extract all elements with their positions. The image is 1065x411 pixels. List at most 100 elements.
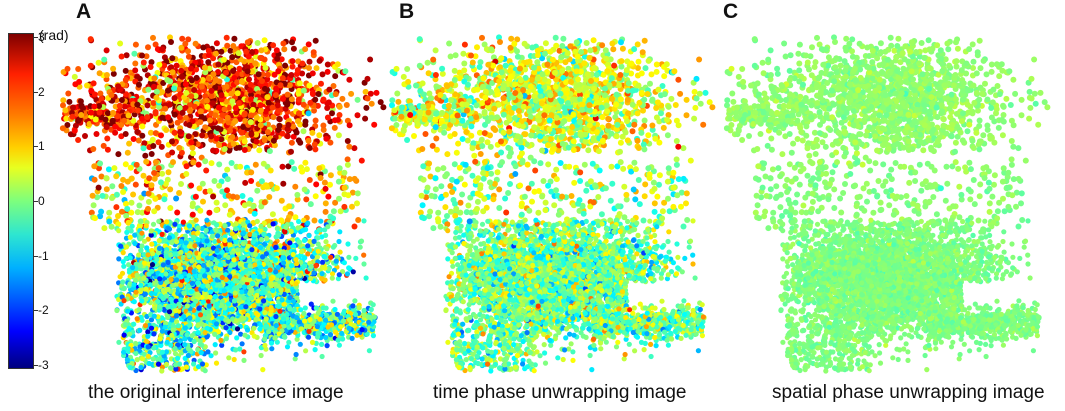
scatter-point	[251, 333, 257, 339]
scatter-point	[215, 61, 222, 68]
scatter-point	[336, 195, 342, 202]
scatter-point	[212, 342, 218, 348]
scatter-point	[138, 282, 144, 288]
scatter-point	[211, 178, 218, 184]
scatter-point	[152, 130, 159, 137]
scatter-point	[226, 147, 233, 154]
scatter-point	[362, 115, 369, 122]
scatter-point	[96, 70, 103, 77]
scatter-point	[250, 101, 257, 108]
scatter-point	[241, 357, 247, 363]
scatter-point	[84, 82, 90, 89]
scatter-point	[313, 65, 320, 72]
scatter-point	[150, 221, 157, 227]
scatter-point	[108, 223, 115, 230]
scatter-point	[262, 64, 269, 71]
scatter-point	[312, 146, 319, 153]
scatter-point	[152, 109, 159, 115]
scatter-point	[335, 116, 341, 123]
scatter-point	[306, 58, 313, 65]
scatter-point	[249, 68, 255, 75]
scatter-point	[216, 142, 222, 149]
scatter-point	[279, 75, 286, 82]
scatter-point	[278, 56, 285, 63]
scatter-point	[254, 187, 261, 194]
scatter-point	[323, 135, 330, 142]
scatter-point	[116, 228, 122, 234]
scatter-point	[131, 299, 137, 305]
scatter-point	[311, 217, 318, 224]
scatter-point	[109, 195, 115, 201]
scatter-point	[210, 147, 217, 154]
scatter-point	[140, 145, 147, 152]
scatter-point	[274, 226, 280, 232]
scatter-point	[290, 45, 297, 52]
scatter-point	[320, 126, 327, 133]
scatter-point	[257, 122, 264, 129]
scatter-point	[137, 218, 144, 225]
scatter-point	[305, 41, 312, 48]
scatter-point	[199, 180, 206, 187]
scatter-point	[174, 209, 181, 216]
scatter-point	[109, 183, 116, 190]
scatter-point	[140, 172, 147, 179]
scatter-point	[255, 71, 262, 78]
scatter-point	[309, 70, 316, 77]
scatter-point	[89, 192, 96, 199]
scatter-point	[185, 48, 191, 55]
scatter-point	[192, 131, 199, 138]
scatter-point	[185, 133, 192, 140]
scatter-point	[269, 104, 276, 111]
scatter-point	[178, 67, 185, 74]
scatter-point	[354, 96, 361, 103]
scatter-point	[188, 77, 195, 84]
scatter-point	[302, 46, 309, 53]
colorbar-tick-label: -2	[38, 303, 49, 318]
scatter-point	[152, 41, 159, 48]
scatter-point	[270, 114, 277, 121]
scatter-point	[351, 145, 358, 152]
scatter-point	[158, 132, 164, 139]
scatter-point	[282, 62, 289, 69]
scatter-point	[329, 275, 335, 281]
scatter-point	[346, 176, 353, 183]
scatter-point	[205, 59, 212, 66]
colorbar-tick-mark	[34, 255, 38, 257]
scatter-point	[130, 136, 137, 142]
scatter-point	[288, 228, 294, 235]
scatter-point	[150, 34, 156, 41]
scatter-point	[344, 271, 351, 277]
scatter-point	[91, 91, 98, 98]
scatter-point	[188, 139, 195, 146]
scatter-point	[233, 109, 240, 116]
scatter-point	[257, 102, 264, 109]
scatter-point	[192, 92, 199, 99]
scatter-point	[103, 175, 110, 182]
scatter-point	[332, 73, 339, 80]
scatter-point	[253, 138, 260, 145]
scatter-point	[266, 148, 273, 155]
scatter-point	[132, 181, 139, 188]
scatter-point	[153, 94, 160, 101]
scatter-point	[318, 80, 324, 87]
scatter-point	[361, 218, 367, 224]
scatter-point	[331, 124, 338, 131]
scatter-point	[235, 50, 242, 57]
scatter-point	[288, 96, 295, 103]
scatter-point	[244, 68, 251, 75]
scatter-point	[146, 175, 153, 182]
scatter-point	[197, 207, 204, 214]
scatter-point	[344, 138, 351, 144]
scatter-point	[311, 238, 317, 244]
scatter-point	[312, 193, 319, 200]
scatter-point	[127, 164, 134, 171]
scatter-point	[228, 90, 235, 97]
scatter-point	[100, 142, 107, 149]
scatter-point	[316, 57, 323, 64]
scatter-point	[156, 103, 162, 110]
scatter-point	[263, 182, 269, 189]
scatter-point	[121, 117, 128, 124]
scatter-point	[143, 53, 150, 60]
scatter-point	[280, 180, 287, 187]
scatter-point	[284, 344, 291, 350]
